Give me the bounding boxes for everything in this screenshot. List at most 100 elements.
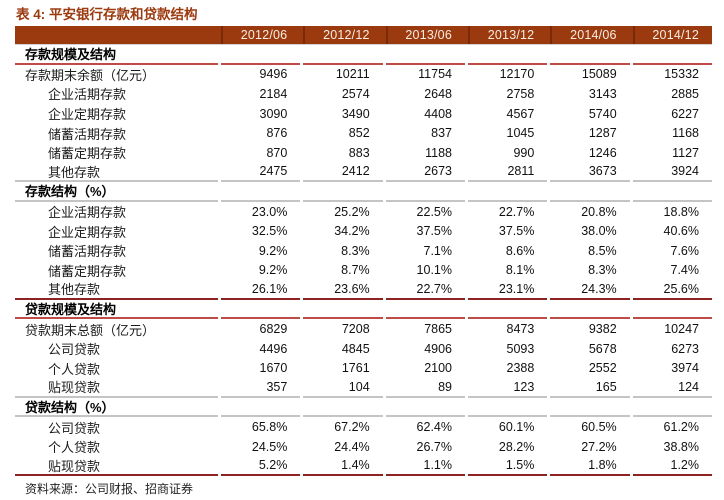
cell-value: 26.7% bbox=[416, 439, 452, 454]
cell-value: 60.1% bbox=[498, 420, 535, 435]
table-header-row: 2012/06 2012/12 2013/06 2013/12 2014/06 … bbox=[15, 26, 712, 45]
cell-value bbox=[550, 182, 630, 202]
cell-value bbox=[303, 398, 383, 418]
row-label: 贴现贷款 bbox=[15, 378, 218, 398]
cell-value: 61.2% bbox=[663, 420, 699, 435]
section-header-row: 贷款结构（%） bbox=[15, 398, 712, 418]
cell-value: 24.5% bbox=[251, 439, 288, 454]
table-row: 其他存款 2475 2412 2673 2811 3673 3924 bbox=[15, 163, 712, 183]
row-label: 企业活期存款 bbox=[48, 205, 127, 221]
cell-value: 6829 bbox=[259, 322, 288, 337]
table-row: 储蓄定期存款 9.2% 8.7% 10.1% 8.1% 8.3% 7.4% bbox=[15, 261, 712, 281]
cell-value: 4567 bbox=[506, 106, 535, 121]
cell-value: 67.2% bbox=[334, 420, 370, 435]
column-header-date: 2012/12 bbox=[303, 26, 382, 44]
cell-value bbox=[221, 45, 301, 65]
cell-value: 7865 bbox=[424, 322, 452, 337]
row-label: 存款期末余额（亿元） bbox=[25, 67, 156, 83]
cell-value: 6227 bbox=[671, 106, 699, 121]
cell-value: 1188 bbox=[425, 145, 452, 160]
cell-value: 15332 bbox=[664, 67, 699, 82]
cell-value bbox=[632, 300, 712, 320]
section-header-row: 贷款规模及结构 bbox=[15, 300, 712, 320]
cell-value: 15089 bbox=[581, 67, 617, 82]
cell-value bbox=[221, 182, 301, 202]
column-header-date: 2013/12 bbox=[468, 26, 547, 44]
cell-value: 870 bbox=[266, 145, 288, 160]
cell-value: 3143 bbox=[588, 86, 617, 101]
cell-value bbox=[385, 398, 465, 418]
table-row: 公司贷款 4496 4845 4906 5093 5678 6273 bbox=[15, 339, 712, 359]
section-header-row: 存款规模及结构 bbox=[15, 45, 712, 65]
cell-value: 22.7% bbox=[498, 204, 535, 219]
cell-value: 25.6% bbox=[632, 280, 712, 300]
cell-value: 9496 bbox=[259, 67, 288, 82]
cell-value: 22.5% bbox=[416, 204, 452, 219]
row-label: 个人贷款 bbox=[48, 361, 101, 377]
cell-value: 104 bbox=[303, 378, 383, 398]
cell-value bbox=[385, 45, 465, 65]
cell-value: 38.0% bbox=[581, 224, 617, 239]
cell-value bbox=[303, 45, 383, 65]
cell-value: 1045 bbox=[506, 126, 535, 141]
table-row: 存款期末余额（亿元） 9496 10211 11754 12170 15089 … bbox=[15, 65, 712, 85]
cell-value: 5678 bbox=[588, 341, 617, 356]
table-row: 其他存款 26.1% 23.6% 22.7% 23.1% 24.3% 25.6% bbox=[15, 280, 712, 300]
cell-value: 1670 bbox=[259, 361, 288, 376]
cell-value: 3974 bbox=[671, 361, 699, 376]
cell-value: 123 bbox=[468, 378, 548, 398]
cell-value: 1127 bbox=[672, 145, 699, 160]
cell-value: 1.4% bbox=[303, 456, 383, 477]
cell-value: 38.8% bbox=[663, 439, 699, 454]
cell-value: 2758 bbox=[506, 86, 535, 101]
cell-value: 9.2% bbox=[258, 243, 288, 258]
cell-value bbox=[221, 300, 301, 320]
cell-value bbox=[385, 300, 465, 320]
cell-value: 11754 bbox=[418, 67, 452, 82]
cell-value: 2475 bbox=[221, 163, 301, 183]
row-label: 储蓄定期存款 bbox=[48, 146, 127, 162]
row-label: 贴现贷款 bbox=[15, 456, 218, 477]
cell-value: 8.3% bbox=[588, 263, 617, 278]
cell-value: 23.0% bbox=[251, 204, 288, 219]
cell-value: 7208 bbox=[341, 322, 370, 337]
cell-value: 7.4% bbox=[670, 263, 700, 278]
column-header-date: 2013/06 bbox=[385, 26, 465, 44]
table-row: 贷款期末总额（亿元） 6829 7208 7865 8473 9382 1024… bbox=[15, 319, 712, 339]
cell-value: 62.4% bbox=[416, 420, 452, 435]
cell-value: 8.1% bbox=[505, 263, 535, 278]
cell-value: 876 bbox=[266, 126, 288, 141]
table-row: 企业活期存款 2184 2574 2648 2758 3143 2885 bbox=[15, 84, 712, 104]
cell-value: 4496 bbox=[259, 341, 288, 356]
cell-value: 990 bbox=[513, 145, 535, 160]
cell-value bbox=[303, 182, 383, 202]
cell-value: 2552 bbox=[588, 361, 617, 376]
column-header-empty bbox=[15, 26, 218, 44]
cell-value: 9.2% bbox=[258, 263, 288, 278]
cell-value: 8.7% bbox=[341, 263, 370, 278]
cell-value: 1761 bbox=[341, 361, 370, 376]
cell-value: 837 bbox=[431, 126, 452, 141]
row-label: 存款规模及结构 bbox=[15, 45, 218, 65]
table-row: 个人贷款 24.5% 24.4% 26.7% 28.2% 27.2% 38.8% bbox=[15, 437, 712, 457]
table-body: 存款规模及结构 存款期末余额（亿元） 9496 10211 11754 1217… bbox=[15, 45, 712, 477]
row-label: 贷款期末总额（亿元） bbox=[25, 322, 156, 338]
cell-value bbox=[303, 300, 383, 320]
cell-value: 40.6% bbox=[663, 224, 699, 239]
cell-value bbox=[632, 182, 712, 202]
cell-value bbox=[468, 182, 548, 202]
table-row: 企业定期存款 32.5% 34.2% 37.5% 37.5% 38.0% 40.… bbox=[15, 221, 712, 241]
cell-value: 10247 bbox=[664, 322, 699, 337]
cell-value bbox=[550, 300, 630, 320]
table-row: 储蓄活期存款 876 852 837 1045 1287 1168 bbox=[15, 123, 712, 143]
table-row: 储蓄定期存款 870 883 1188 990 1246 1127 bbox=[15, 143, 712, 163]
cell-value: 8.6% bbox=[505, 243, 535, 258]
cell-value: 37.5% bbox=[498, 224, 535, 239]
cell-value: 32.5% bbox=[251, 224, 288, 239]
cell-value: 2673 bbox=[385, 163, 465, 183]
cell-value: 2388 bbox=[506, 361, 535, 376]
table-row: 个人贷款 1670 1761 2100 2388 2552 3974 bbox=[15, 359, 712, 379]
cell-value: 1.1% bbox=[385, 456, 465, 477]
cell-value: 6273 bbox=[671, 341, 699, 356]
